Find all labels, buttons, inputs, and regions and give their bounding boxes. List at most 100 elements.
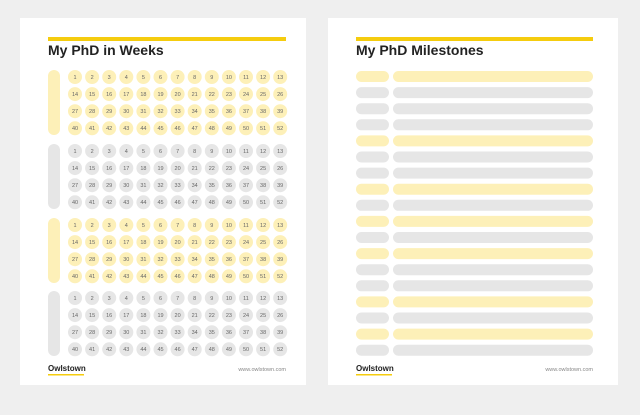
week-number: 45 xyxy=(157,347,163,353)
week-number: 42 xyxy=(106,274,112,280)
week-dot xyxy=(102,195,117,210)
week-dot xyxy=(119,308,134,323)
week-dot xyxy=(239,195,253,210)
week-dot xyxy=(153,104,168,119)
week-dot xyxy=(187,104,202,119)
week-number: 33 xyxy=(175,183,181,189)
week-dot xyxy=(204,308,219,323)
week-number: 23 xyxy=(226,92,232,98)
week-dot xyxy=(102,87,117,102)
week-dot xyxy=(187,70,202,84)
week-number: 6 xyxy=(159,149,162,155)
title-bar xyxy=(356,37,593,41)
milestone-field xyxy=(393,248,593,260)
week-dot xyxy=(273,308,288,323)
week-dot xyxy=(153,325,168,340)
week-number: 22 xyxy=(209,166,215,172)
week-dot xyxy=(221,342,236,357)
week-number: 19 xyxy=(157,313,163,319)
week-dot xyxy=(256,291,271,305)
week-dot xyxy=(256,269,271,284)
week-dot xyxy=(256,144,271,158)
week-number: 11 xyxy=(243,149,249,155)
week-number: 32 xyxy=(157,330,163,336)
week-dot xyxy=(68,252,82,267)
week-number: 38 xyxy=(260,330,266,336)
week-number: 29 xyxy=(106,257,112,263)
week-dot xyxy=(221,252,236,267)
week-dot xyxy=(136,218,151,232)
week-dot xyxy=(256,104,271,119)
week-dot xyxy=(273,144,288,158)
week-dot xyxy=(153,269,168,284)
week-number: 31 xyxy=(140,183,146,189)
week-dot xyxy=(102,218,117,232)
week-number: 49 xyxy=(226,274,232,280)
week-number: 49 xyxy=(226,347,232,353)
week-number: 17 xyxy=(123,240,129,246)
week-number: 22 xyxy=(209,313,215,319)
week-dot xyxy=(256,235,271,250)
week-dot xyxy=(170,308,185,323)
week-number: 21 xyxy=(192,240,198,246)
week-number: 12 xyxy=(260,149,266,155)
week-number: 33 xyxy=(175,330,181,336)
week-dot xyxy=(153,70,168,84)
week-dot xyxy=(221,121,236,136)
week-number: 22 xyxy=(209,92,215,98)
week-dot xyxy=(136,161,151,176)
week-number: 48 xyxy=(209,126,215,132)
week-dot xyxy=(221,87,236,102)
milestone-field xyxy=(393,119,593,131)
week-dot xyxy=(119,144,134,158)
year-bar xyxy=(48,144,60,209)
week-number: 28 xyxy=(89,257,95,263)
week-dot xyxy=(102,144,117,158)
week-number: 30 xyxy=(123,183,129,189)
week-number: 50 xyxy=(243,274,249,280)
week-number: 40 xyxy=(72,126,78,132)
week-number: 38 xyxy=(260,183,266,189)
week-dot xyxy=(119,87,134,102)
week-number: 8 xyxy=(193,296,196,302)
week-dot xyxy=(204,161,219,176)
week-number: 51 xyxy=(260,347,266,353)
week-number: 40 xyxy=(72,200,78,206)
week-dot xyxy=(136,121,151,136)
week-dot xyxy=(102,325,117,340)
week-dot xyxy=(170,121,185,136)
week-number: 37 xyxy=(243,330,249,336)
milestone-date xyxy=(356,151,389,163)
week-dot xyxy=(153,308,168,323)
page-title: My PhD Milestones xyxy=(356,42,484,58)
milestone-field xyxy=(393,87,593,99)
week-number: 35 xyxy=(209,330,215,336)
week-number: 51 xyxy=(260,274,266,280)
week-dot xyxy=(221,70,236,84)
week-dot xyxy=(187,342,202,357)
week-dot xyxy=(68,121,82,136)
week-dot xyxy=(221,325,236,340)
week-dot xyxy=(239,161,253,176)
week-number: 44 xyxy=(140,347,146,353)
week-dot xyxy=(119,70,134,84)
week-dot xyxy=(187,87,202,102)
week-number: 35 xyxy=(209,183,215,189)
week-number: 20 xyxy=(175,166,181,172)
milestone-date xyxy=(356,264,389,276)
week-dot xyxy=(221,308,236,323)
week-dot xyxy=(119,342,134,357)
week-dot xyxy=(153,121,168,136)
week-dot xyxy=(68,161,82,176)
week-dot xyxy=(239,235,253,250)
week-dot xyxy=(204,87,219,102)
week-dot xyxy=(273,218,288,232)
week-dot xyxy=(239,144,253,158)
week-dot xyxy=(187,144,202,158)
week-dot xyxy=(119,121,134,136)
week-number: 36 xyxy=(226,257,232,263)
week-number: 20 xyxy=(175,240,181,246)
week-dot xyxy=(102,121,117,136)
week-number: 11 xyxy=(243,223,249,229)
